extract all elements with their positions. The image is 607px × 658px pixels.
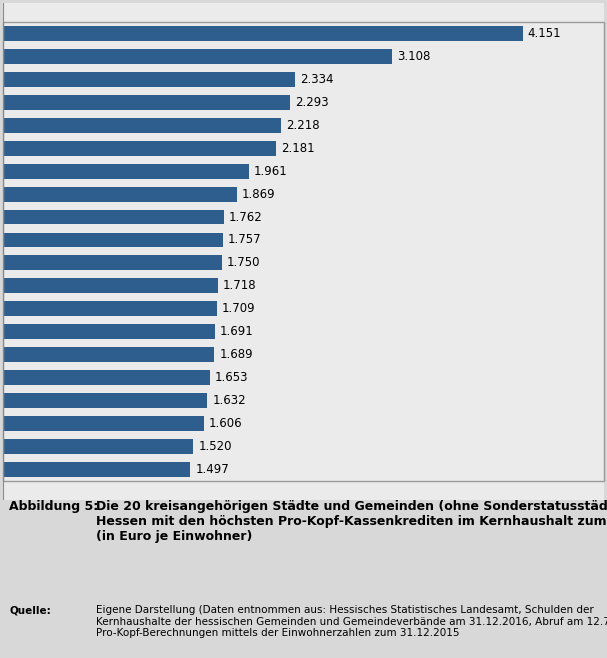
Bar — [3, 255, 222, 270]
Text: 1.606: 1.606 — [209, 417, 243, 430]
Bar — [3, 347, 214, 363]
Bar — [3, 370, 210, 385]
Text: 1.757: 1.757 — [228, 234, 262, 247]
Text: 1.709: 1.709 — [222, 303, 256, 315]
Bar — [3, 417, 204, 431]
Bar — [3, 301, 217, 316]
Text: 1.653: 1.653 — [215, 371, 248, 384]
Bar — [3, 118, 280, 133]
Text: 2.218: 2.218 — [286, 118, 319, 132]
Bar — [3, 462, 191, 477]
Text: 1.718: 1.718 — [223, 280, 257, 292]
Text: 1.689: 1.689 — [220, 348, 253, 361]
Text: 1.869: 1.869 — [242, 188, 276, 201]
Bar — [3, 49, 392, 64]
Text: Die 20 kreisangehörigen Städte und Gemeinden (ohne Sonderstatusstädte) in
Hessen: Die 20 kreisangehörigen Städte und Gemei… — [96, 499, 607, 543]
Bar — [3, 278, 218, 293]
Text: 1.520: 1.520 — [198, 440, 232, 453]
Text: 2.293: 2.293 — [295, 95, 329, 109]
Text: 2.334: 2.334 — [300, 73, 334, 86]
Text: 1.632: 1.632 — [212, 394, 246, 407]
Bar — [3, 187, 237, 201]
Bar — [3, 324, 215, 340]
Text: 1.762: 1.762 — [229, 211, 262, 224]
Text: 1.497: 1.497 — [195, 463, 229, 476]
Text: Quelle:: Quelle: — [9, 605, 51, 615]
Bar — [3, 164, 248, 178]
Bar — [3, 393, 208, 408]
Text: Abbildung 5:: Abbildung 5: — [9, 499, 98, 513]
Text: 3.108: 3.108 — [397, 50, 430, 63]
Text: 1.750: 1.750 — [227, 257, 260, 269]
Bar — [3, 72, 295, 87]
Bar — [3, 232, 223, 247]
Text: 1.691: 1.691 — [220, 325, 254, 338]
Bar — [3, 439, 194, 454]
Text: 4.151: 4.151 — [527, 27, 561, 40]
Text: 1.961: 1.961 — [254, 164, 287, 178]
Text: Eigene Darstellung (Daten entnommen aus: Hessisches Statistisches Landesamt, Sch: Eigene Darstellung (Daten entnommen aus:… — [96, 605, 607, 638]
Bar — [3, 26, 523, 41]
Text: 2.181: 2.181 — [281, 141, 314, 155]
Bar — [3, 141, 276, 155]
Bar — [3, 209, 223, 224]
Bar — [3, 95, 290, 110]
